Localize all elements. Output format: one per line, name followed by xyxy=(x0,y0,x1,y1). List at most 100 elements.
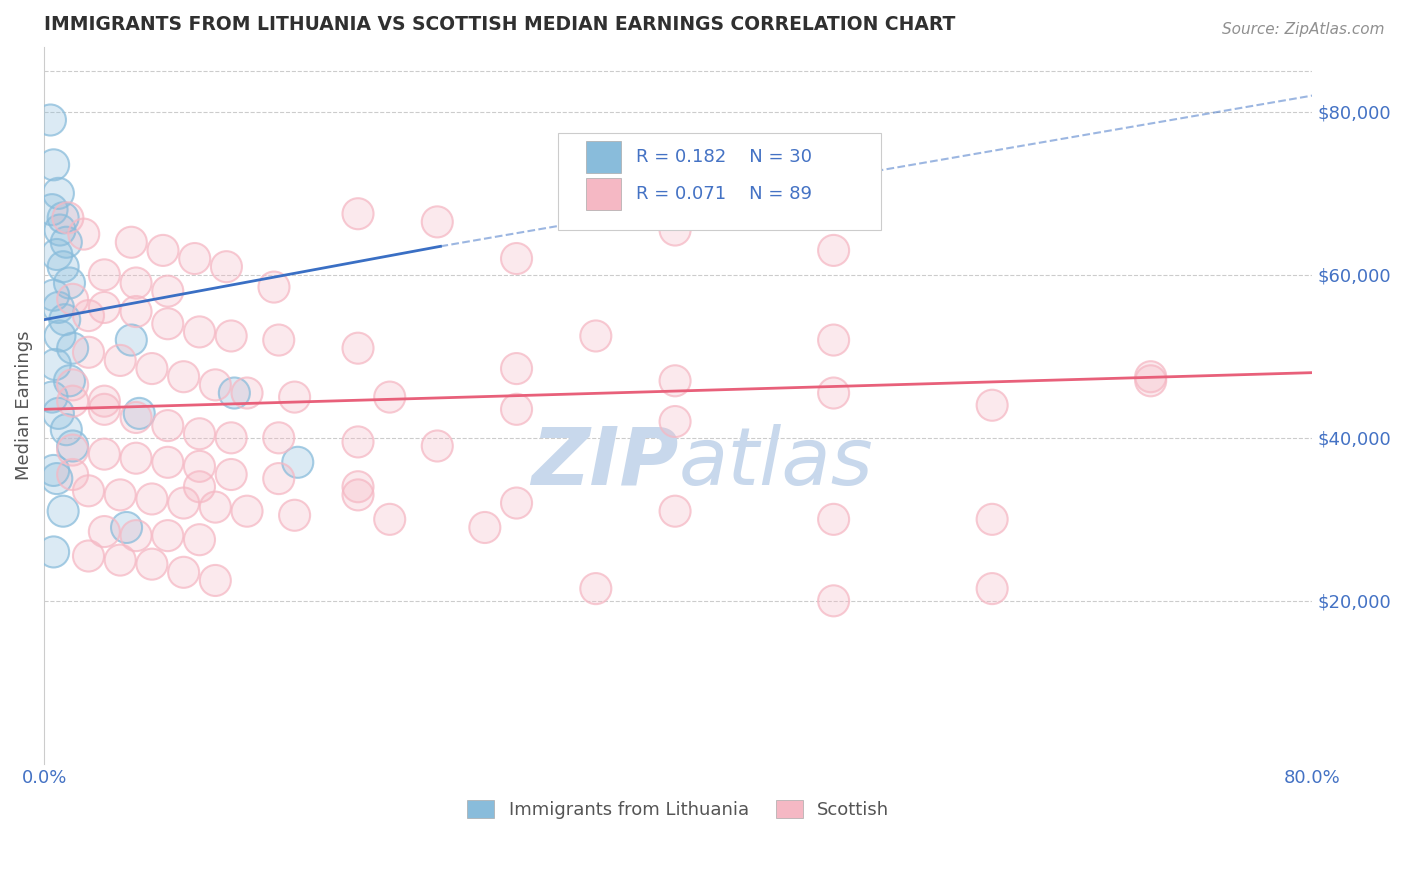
Point xyxy=(62,293,84,307)
Point xyxy=(347,207,370,221)
FancyBboxPatch shape xyxy=(558,133,882,229)
Bar xyxy=(586,178,621,210)
Point xyxy=(224,386,246,401)
Point xyxy=(236,386,259,401)
Point xyxy=(125,528,148,542)
Point xyxy=(347,480,370,494)
Point xyxy=(115,520,138,534)
Point xyxy=(141,361,163,376)
Point xyxy=(93,402,115,417)
Point xyxy=(62,293,84,307)
Point xyxy=(378,390,401,404)
Text: ZIP: ZIP xyxy=(531,424,678,501)
Point xyxy=(267,333,290,347)
Point xyxy=(204,377,226,392)
Point xyxy=(505,496,527,510)
Point xyxy=(505,496,527,510)
Point xyxy=(125,304,148,318)
Point xyxy=(42,158,65,172)
Point xyxy=(823,386,845,401)
Point xyxy=(125,528,148,542)
Point xyxy=(236,504,259,518)
Point xyxy=(58,374,80,388)
Point xyxy=(42,158,65,172)
Point xyxy=(52,211,75,225)
Point xyxy=(62,467,84,482)
Point xyxy=(56,211,79,225)
Point xyxy=(53,312,76,326)
Point xyxy=(173,496,195,510)
Point xyxy=(42,463,65,477)
Point xyxy=(125,410,148,425)
Point xyxy=(505,361,527,376)
Point xyxy=(347,488,370,502)
Bar xyxy=(586,141,621,173)
Point xyxy=(204,574,226,588)
Point xyxy=(236,504,259,518)
Point xyxy=(141,491,163,506)
Point xyxy=(62,377,84,392)
Point xyxy=(426,439,449,453)
Point xyxy=(284,508,307,523)
Point xyxy=(1139,374,1161,388)
Point xyxy=(188,325,211,339)
Point xyxy=(505,402,527,417)
Point xyxy=(77,309,100,323)
Point xyxy=(141,491,163,506)
Point xyxy=(188,533,211,547)
Point xyxy=(505,361,527,376)
Point xyxy=(45,472,67,486)
Point xyxy=(188,480,211,494)
Point xyxy=(204,377,226,392)
Point xyxy=(664,374,686,388)
Point xyxy=(156,528,179,542)
Point xyxy=(378,390,401,404)
Point xyxy=(108,553,131,567)
Point xyxy=(188,459,211,474)
Point xyxy=(981,398,1004,412)
Point xyxy=(48,301,70,315)
Point xyxy=(42,288,65,302)
Point xyxy=(173,369,195,384)
Point xyxy=(585,582,607,596)
Point xyxy=(77,549,100,563)
Point xyxy=(823,594,845,608)
Point xyxy=(62,341,84,355)
Text: IMMIGRANTS FROM LITHUANIA VS SCOTTISH MEDIAN EARNINGS CORRELATION CHART: IMMIGRANTS FROM LITHUANIA VS SCOTTISH ME… xyxy=(44,15,956,34)
Point xyxy=(188,480,211,494)
Point xyxy=(219,329,242,343)
Point xyxy=(664,223,686,237)
Point xyxy=(204,500,226,515)
Text: Source: ZipAtlas.com: Source: ZipAtlas.com xyxy=(1222,22,1385,37)
Point xyxy=(664,415,686,429)
Point xyxy=(108,488,131,502)
Point xyxy=(39,113,62,128)
Point xyxy=(426,215,449,229)
Point xyxy=(48,186,70,201)
Point xyxy=(215,260,238,274)
Point xyxy=(188,533,211,547)
Point xyxy=(120,333,142,347)
Point xyxy=(49,223,72,237)
Point xyxy=(347,434,370,449)
Point xyxy=(204,574,226,588)
Point xyxy=(219,431,242,445)
Point xyxy=(156,284,179,298)
Point xyxy=(823,386,845,401)
Point xyxy=(52,211,75,225)
Point xyxy=(62,443,84,458)
Point xyxy=(664,504,686,518)
Point xyxy=(173,566,195,580)
Point xyxy=(664,504,686,518)
Point xyxy=(48,406,70,420)
Point xyxy=(62,341,84,355)
Point xyxy=(62,467,84,482)
Point xyxy=(284,390,307,404)
Point xyxy=(53,312,76,326)
Point xyxy=(426,215,449,229)
Point xyxy=(173,369,195,384)
Point xyxy=(378,512,401,526)
Point xyxy=(188,459,211,474)
Point xyxy=(125,451,148,466)
Point xyxy=(49,329,72,343)
